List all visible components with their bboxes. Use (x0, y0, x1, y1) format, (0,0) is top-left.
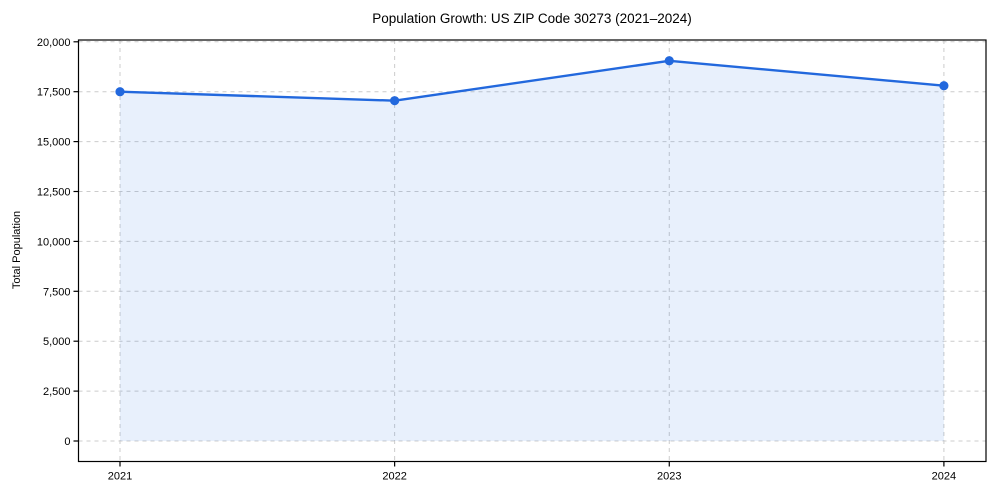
x-tick-label: 2021 (108, 471, 132, 483)
y-tick-label: 10,000 (37, 236, 71, 248)
chart-title: Population Growth: US ZIP Code 30273 (20… (372, 11, 692, 26)
data-point (664, 56, 674, 66)
x-tick-label: 2023 (657, 471, 681, 483)
y-tick-label: 12,500 (37, 187, 71, 199)
axis-spine (77, 39, 987, 463)
y-tick-label: 7,500 (43, 286, 71, 298)
data-point (390, 96, 400, 106)
y-tick-label: 5,000 (43, 336, 71, 348)
data-line (118, 59, 946, 102)
area-fill (120, 60, 944, 442)
y-tick-label: 0 (64, 436, 70, 448)
y-tick-label: 15,000 (37, 137, 71, 149)
y-tick-label: 2,500 (43, 386, 71, 398)
x-tick-label: 2024 (932, 471, 956, 483)
y-tick-label: 20,000 (37, 37, 71, 49)
data-point (939, 81, 949, 91)
y-tick-label: 17,500 (37, 87, 71, 99)
x-tick-label: 2022 (382, 471, 406, 483)
data-point (115, 87, 125, 97)
